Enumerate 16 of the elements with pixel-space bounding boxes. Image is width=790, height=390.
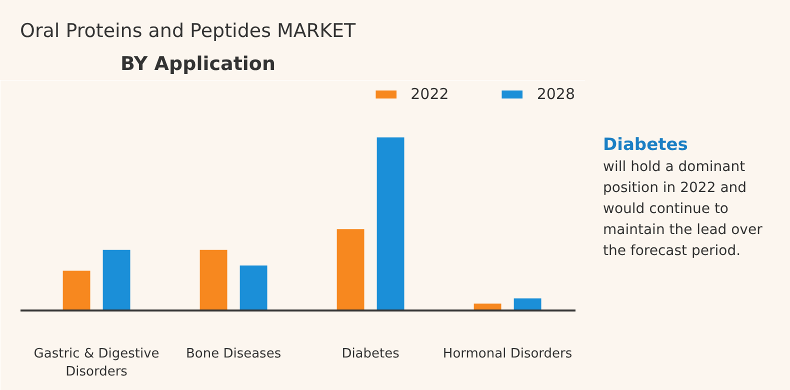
x-tick-label: Hormonal Disorders — [442, 346, 572, 362]
chart-title: Oral Proteins and Peptides MARKET — [19, 19, 357, 44]
bar — [62, 270, 90, 310]
bar — [376, 137, 404, 310]
x-tick-label: Bone Diseases — [186, 346, 282, 362]
chart-subtitle: BY Application — [119, 52, 276, 78]
bar — [200, 250, 228, 310]
x-tick-label: Gastric & Digestive Disorders — [34, 346, 160, 380]
legend-label: 2022 — [410, 85, 449, 103]
x-tick-label: Diabetes — [342, 346, 400, 362]
text: will hold a dominant position in 2022 and would continue to maintain the lead over the forecast period. — [603, 158, 764, 262]
text: Diabetes — [603, 134, 689, 157]
bar — [102, 250, 130, 310]
legend-label: 2028 — [536, 85, 575, 103]
bar — [336, 229, 364, 310]
bar — [240, 266, 268, 310]
